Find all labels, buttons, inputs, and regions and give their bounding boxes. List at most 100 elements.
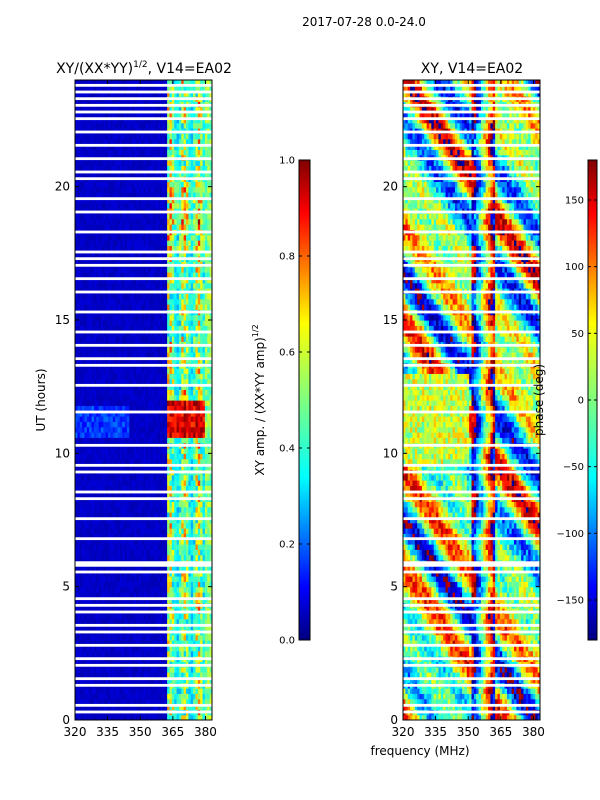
amplitude-heatmap-cell	[110, 645, 114, 652]
amplitude-heatmap-cell	[103, 320, 107, 326]
amplitude-heatmap-cell	[129, 480, 133, 486]
amplitude-heatmap-cell	[117, 384, 121, 390]
amplitude-heatmap-cell	[174, 581, 178, 588]
amplitude-heatmap-cell	[186, 368, 189, 374]
amplitude-heatmap-cell	[117, 544, 121, 550]
amplitude-heatmap-cell	[155, 277, 159, 284]
amplitude-heatmap-cell	[145, 378, 149, 385]
amplitude-heatmap-cell	[176, 688, 180, 694]
amplitude-heatmap-cell	[79, 384, 83, 390]
amplitude-heatmap-cell	[207, 314, 211, 321]
amplitude-heatmap-cell	[119, 613, 123, 620]
amplitude-heatmap-cell	[110, 410, 114, 417]
amplitude-heatmap-cell	[138, 592, 142, 598]
amplitude-heatmap-cell	[103, 453, 107, 460]
amplitude-heatmap-cell	[117, 554, 121, 561]
amplitude-heatmap-cell	[200, 565, 204, 572]
amplitude-heatmap-cell	[110, 405, 114, 412]
amplitude-heatmap-cell	[188, 624, 192, 630]
amplitude-heatmap-cell	[100, 266, 104, 273]
amplitude-heatmap-cell	[188, 480, 192, 486]
amplitude-heatmap-cell	[148, 544, 152, 550]
amplitude-heatmap-cell	[119, 565, 123, 572]
amplitude-heatmap-cell	[181, 336, 185, 342]
amplitude-heatmap-cell	[197, 464, 201, 470]
amplitude-heatmap-cell	[131, 480, 135, 486]
amplitude-heatmap-cell	[167, 533, 171, 540]
amplitude-heatmap-cell	[178, 373, 182, 380]
amplitude-heatmap-cell	[200, 645, 204, 652]
amplitude-heatmap-cell	[143, 293, 147, 300]
amplitude-heatmap-cell	[89, 325, 93, 332]
amplitude-heatmap-cell	[136, 352, 140, 358]
amplitude-heatmap-cell	[105, 293, 109, 300]
amplitude-heatmap-cell	[138, 576, 142, 582]
amplitude-heatmap-cell	[82, 528, 86, 534]
amplitude-heatmap-cell	[91, 437, 95, 444]
amplitude-heatmap-cell	[138, 533, 142, 540]
amplitude-heatmap-cell	[188, 693, 192, 700]
amplitude-heatmap-cell	[129, 384, 133, 390]
amplitude-heatmap-cell	[162, 336, 166, 342]
amplitude-heatmap-cell	[93, 346, 97, 353]
amplitude-heatmap-cell	[136, 320, 140, 326]
amplitude-heatmap-cell	[131, 613, 135, 620]
amplitude-heatmap-cell	[164, 549, 168, 556]
amplitude-heatmap-cell	[174, 426, 178, 433]
amplitude-heatmap-cell	[98, 570, 102, 577]
amplitude-heatmap-cell	[129, 298, 133, 305]
amplitude-heatmap-cell	[200, 586, 204, 593]
amplitude-heatmap-cell	[169, 544, 173, 550]
amplitude-heatmap-cell	[164, 533, 168, 540]
amplitude-heatmap-cell	[200, 336, 204, 342]
amplitude-heatmap-cell	[176, 554, 180, 561]
amplitude-heatmap-cell	[124, 650, 128, 657]
amplitude-heatmap-cell	[82, 458, 86, 465]
amplitude-heatmap-cell	[131, 426, 135, 433]
amplitude-heatmap-cell	[204, 458, 208, 465]
amplitude-heatmap-cell	[112, 618, 116, 625]
amplitude-heatmap-cell	[202, 538, 206, 545]
amplitude-heatmap-cell	[160, 480, 163, 486]
amplitude-heatmap-cell	[197, 352, 201, 358]
amplitude-heatmap-cell	[176, 693, 180, 700]
amplitude-heatmap-cell	[209, 336, 212, 342]
amplitude-heatmap-cell	[162, 624, 166, 630]
amplitude-heatmap-cell	[183, 698, 187, 705]
amplitude-heatmap-cell	[186, 314, 189, 321]
amplitude-heatmap-cell	[148, 298, 152, 305]
amplitude-heatmap-cell	[77, 688, 81, 694]
amplitude-heatmap-cell	[98, 421, 102, 428]
amplitude-heatmap-cell	[207, 378, 211, 385]
amplitude-heatmap-cell	[103, 464, 107, 470]
amplitude-heatmap-cell	[138, 352, 142, 358]
amplitude-heatmap-cell	[143, 485, 147, 492]
amplitude-heatmap-cell	[136, 368, 140, 374]
amplitude-heatmap-cell	[169, 554, 173, 561]
amplitude-heatmap-cell	[117, 277, 121, 284]
amplitude-heatmap-cell	[108, 570, 112, 577]
amplitude-heatmap-cell	[178, 538, 182, 545]
amplitude-heatmap-cell	[75, 410, 78, 417]
amplitude-heatmap-cell	[190, 704, 194, 710]
amplitude-heatmap-cell	[209, 410, 212, 417]
amplitude-heatmap-cell	[86, 672, 90, 678]
amplitude-heatmap-cell	[141, 677, 145, 684]
amplitude-heatmap-cell	[164, 698, 168, 705]
amplitude-heatmap-cell	[143, 421, 147, 428]
amplitude-heatmap-cell	[119, 384, 123, 390]
amplitude-heatmap-cell	[200, 293, 204, 300]
amplitude-heatmap-cell	[84, 650, 88, 657]
amplitude-heatmap-cell	[96, 416, 100, 422]
amplitude-heatmap-cell	[188, 522, 192, 529]
amplitude-heatmap-cell	[195, 437, 199, 444]
amplitude-heatmap-cell	[209, 554, 212, 561]
amplitude-heatmap-cell	[75, 554, 78, 561]
amplitude-heatmap-cell	[77, 565, 81, 572]
amplitude-heatmap-cell	[126, 522, 130, 529]
amplitude-heatmap-cell	[150, 437, 154, 444]
amplitude-heatmap-cell	[119, 554, 123, 561]
amplitude-heatmap-cell	[188, 501, 192, 508]
amplitude-heatmap-cell	[117, 357, 121, 364]
amplitude-heatmap-cell	[152, 266, 156, 273]
